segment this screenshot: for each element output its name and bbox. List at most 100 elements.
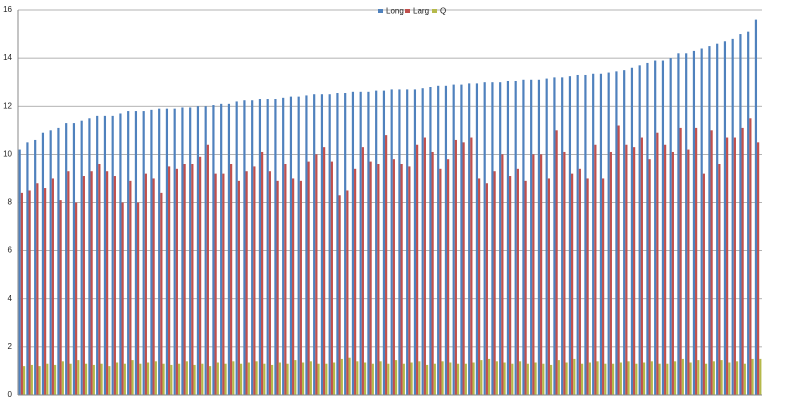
bar: [129, 180, 132, 395]
bar: [258, 99, 262, 395]
bar: [483, 82, 486, 395]
bar: [697, 360, 700, 395]
bar: [751, 358, 754, 395]
bar: [274, 99, 277, 395]
bar: [301, 362, 305, 395]
bar: [656, 132, 659, 395]
bar: [537, 79, 541, 395]
bar: [518, 361, 522, 395]
y-tick-label: 8: [8, 198, 13, 207]
bar: [444, 85, 448, 395]
bar: [650, 361, 653, 395]
bar: [452, 84, 455, 395]
bar: [356, 361, 359, 395]
bar: [635, 363, 638, 395]
bar: [642, 362, 646, 395]
bar: [580, 363, 584, 395]
bar: [710, 130, 713, 395]
bar: [57, 127, 60, 395]
bar: [170, 364, 173, 395]
bar: [84, 363, 88, 395]
bar: [44, 188, 47, 395]
bar: [439, 168, 442, 395]
bar: [524, 180, 527, 395]
bar: [297, 96, 300, 395]
bar: [59, 200, 62, 395]
bar: [38, 366, 41, 395]
bar: [739, 34, 742, 395]
bar: [106, 171, 109, 395]
bar: [687, 149, 690, 395]
bar: [441, 361, 444, 395]
bar: [423, 137, 426, 395]
bar: [185, 361, 188, 395]
bar: [731, 38, 734, 395]
y-tick-label: 2: [8, 342, 13, 351]
bar: [51, 178, 54, 395]
bar: [379, 361, 382, 395]
bar: [294, 360, 297, 395]
bar: [712, 361, 715, 395]
bar: [447, 159, 450, 395]
bar: [640, 137, 643, 395]
bar: [26, 142, 29, 395]
bar: [400, 164, 403, 395]
bar: [119, 113, 122, 395]
bar: [491, 82, 494, 395]
bar: [475, 83, 479, 395]
bar: [263, 363, 266, 395]
bar: [154, 361, 157, 395]
bar: [702, 173, 705, 395]
bar: [111, 115, 114, 395]
bar: [103, 115, 107, 395]
bar: [158, 108, 161, 395]
bar: [708, 46, 711, 395]
bar: [565, 362, 568, 395]
bar: [382, 90, 386, 395]
bar: [410, 362, 413, 395]
bar: [61, 361, 64, 395]
bar: [201, 363, 204, 395]
bar: [340, 358, 343, 395]
bar: [189, 107, 192, 395]
bar: [90, 171, 93, 395]
bar: [237, 180, 240, 395]
bar: [227, 103, 231, 395]
bar: [222, 173, 225, 395]
bar: [741, 127, 744, 395]
bar: [113, 176, 116, 395]
bar: [168, 166, 171, 395]
bar: [183, 164, 186, 395]
bar: [630, 67, 634, 395]
legend-swatch: [432, 9, 437, 13]
bar: [573, 358, 576, 395]
bar: [75, 202, 78, 395]
bar: [20, 192, 23, 395]
bar: [584, 74, 587, 395]
y-tick-label: 12: [3, 101, 12, 110]
bar: [431, 151, 434, 395]
bar: [127, 111, 130, 395]
bar: [175, 168, 178, 395]
bar: [121, 202, 124, 395]
bar: [330, 161, 333, 395]
bar: [402, 363, 405, 395]
bar: [92, 364, 95, 395]
bar: [371, 363, 374, 395]
bar: [418, 361, 421, 395]
bar: [480, 360, 483, 395]
bar: [726, 137, 729, 395]
bar: [354, 168, 357, 395]
bar: [152, 178, 155, 395]
legend-label: Long: [386, 7, 404, 16]
bar: [385, 135, 388, 395]
bar: [735, 361, 739, 395]
bar: [80, 120, 83, 395]
bar: [367, 91, 370, 395]
bar: [456, 363, 460, 395]
y-tick-label: 14: [3, 53, 12, 62]
bar: [348, 357, 351, 395]
bar: [332, 362, 336, 395]
bar: [464, 363, 467, 395]
